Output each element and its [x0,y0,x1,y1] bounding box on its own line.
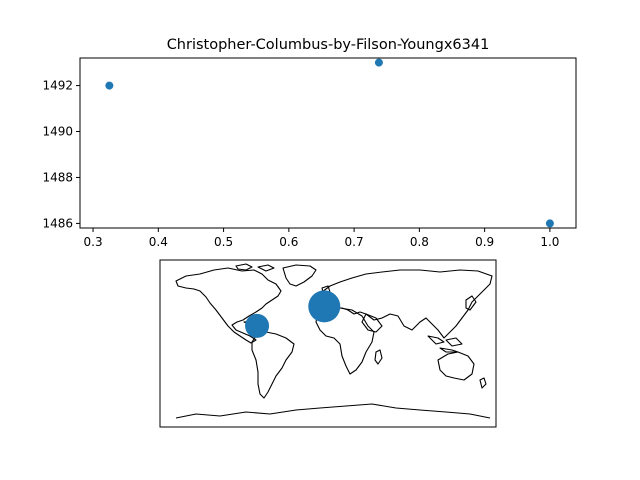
coast-arctic-islands [235,263,275,272]
coast-new-zealand [479,377,487,389]
coast-antarctica [175,403,491,419]
x-tick-label: 1.0 [540,235,559,249]
x-tick-label: 0.6 [279,235,298,249]
y-axis-ticks: 1486 1488 1490 1492 [42,79,80,230]
map-points [245,290,341,338]
world-map [159,259,497,428]
coast-australia [437,351,475,381]
x-tick-label: 0.8 [410,235,429,249]
map-point [308,290,341,323]
coast-south-america [251,331,295,399]
coast-greenland [282,264,317,287]
scatter-axes: Christopher-Columbus-by-Filson-Youngx634… [42,37,577,249]
y-tick-label: 1488 [42,170,73,184]
map-point [245,313,270,338]
y-tick-label: 1492 [42,79,73,93]
x-tick-label: 0.3 [84,235,103,249]
x-tick-label: 0.9 [475,235,494,249]
x-axis-ticks: 0.3 0.4 0.5 0.6 0.7 0.8 0.9 1.0 [84,228,559,249]
scatter-points [105,58,554,228]
chart-title: Christopher-Columbus-by-Filson-Youngx634… [167,37,490,53]
map-coastlines [175,263,493,419]
scatter-plot-frame [79,57,577,229]
x-tick-label: 0.5 [214,235,233,249]
x-tick-label: 0.4 [149,235,168,249]
coast-madagascar [374,349,383,365]
scatter-point [545,219,554,228]
coast-japan [465,295,477,311]
scatter-point [105,81,114,90]
coast-eurasia [317,269,493,339]
x-tick-label: 0.7 [345,235,364,249]
coast-north-america [175,267,282,344]
scatter-point [374,58,383,67]
map-frame [159,259,497,428]
y-tick-label: 1486 [42,216,73,230]
y-tick-label: 1490 [42,125,73,139]
coast-africa [315,306,375,375]
coast-arabia [361,313,383,333]
